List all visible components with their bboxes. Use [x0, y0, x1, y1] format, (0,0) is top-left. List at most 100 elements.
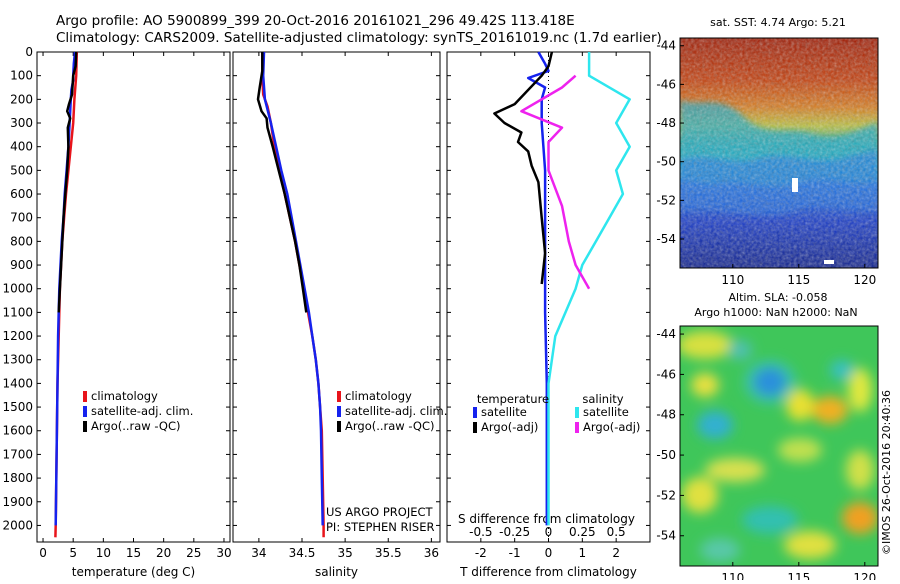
x-tick-label: -1 [509, 546, 521, 560]
legend-swatch [337, 406, 341, 417]
x-tick-label: 1 [579, 546, 587, 560]
legend-entry: Argo(-adj) [481, 420, 538, 434]
sst-map-title: sat. SST: 4.74 Argo: 5.21 [710, 16, 846, 29]
x-tick-label: 110 [721, 273, 744, 287]
legend-entry: Argo(-adj) [583, 420, 640, 434]
legend-swatch [83, 406, 87, 417]
sst-map-axes: 110 115 120 -44 -46 -48 -50 -52 -54 [656, 39, 876, 287]
y-tick-label: 400 [10, 140, 33, 154]
x-tick-label: 34 [251, 546, 266, 560]
legend-entry: climatology [91, 389, 158, 403]
project-credit: US ARGO PROJECT [326, 505, 434, 519]
x-tick-label: 120 [853, 273, 876, 287]
y-tick-label: 1300 [2, 353, 33, 367]
pi-credit: PI: STEPHEN RISER [326, 520, 435, 534]
x-tick-label: 120 [853, 571, 876, 580]
series-line [526, 51, 550, 526]
x2-tick-label: 0.5 [607, 525, 626, 539]
series-line [520, 74, 591, 290]
sst-map-frame [679, 37, 879, 269]
x-tick-label: 10 [96, 546, 111, 560]
legend-entry: Argo(..raw -QC) [91, 419, 181, 433]
y-tick-label: -50 [656, 448, 676, 462]
y-tick-label: 1100 [2, 305, 33, 319]
series-line [547, 52, 631, 526]
x-tick-label: 115 [787, 571, 810, 580]
y-tick-label: -44 [656, 39, 676, 53]
x-tick-label: 36 [424, 546, 439, 560]
series-line [57, 51, 78, 313]
legend-group-label: salinity [582, 392, 623, 406]
y-tick-label: 1700 [2, 447, 33, 461]
y-tick-label: 800 [10, 234, 33, 248]
y-tick-label: 300 [10, 116, 33, 130]
y-tick-label: 600 [10, 187, 33, 201]
y-tick-label: 2000 [2, 518, 33, 532]
x-tick-label: 34.5 [289, 546, 316, 560]
legend-entry: Argo(..raw -QC) [345, 419, 435, 433]
legend-entry: climatology [345, 389, 412, 403]
difference-panel: -2 -1 0 1 2 T difference from climatology -0.5… [446, 51, 651, 579]
legend-swatch [337, 391, 341, 402]
y-tick-label: -48 [656, 408, 676, 422]
y-tick-label: -52 [656, 488, 676, 502]
x-tick-label: 35.5 [375, 546, 402, 560]
series-line [256, 52, 308, 313]
y-tick-label: -46 [656, 367, 676, 381]
y-tick-label: -48 [656, 116, 676, 130]
legend-swatch [473, 422, 477, 433]
title-line-2: Climatology: CARS2009. Satellite-adjuste… [56, 30, 662, 46]
sst-missing-pixel [792, 178, 798, 192]
legend-entry: satellite-adj. clim. [91, 404, 193, 418]
legend-entry: satellite [481, 405, 527, 419]
x-tick-label: 30 [216, 546, 231, 560]
y-tick-label: 1500 [2, 400, 33, 414]
imos-watermark: ©IMOS 26-Oct-2016 20:40:36 [880, 390, 893, 555]
x-axis-label: T difference from climatology [459, 565, 637, 579]
y-tick-label: -54 [656, 232, 676, 246]
sla-map [680, 326, 878, 566]
legend-swatch [337, 421, 341, 432]
y-tick-label: 700 [10, 211, 33, 225]
sla-map-frame [679, 325, 879, 567]
x-tick-label: -2 [475, 546, 487, 560]
y-tick-label: -54 [656, 529, 676, 543]
legend-swatch [575, 422, 579, 433]
sla-map-subtitle: Argo h1000: NaN h2000: NaN [694, 306, 857, 319]
x2-tick-label: -0.25 [499, 525, 530, 539]
y-tick-label: 900 [10, 258, 33, 272]
legend-entry: satellite [583, 405, 629, 419]
y-tick-label: 1000 [2, 282, 33, 296]
series-line [261, 51, 324, 526]
x2-tick-label: 0.25 [569, 525, 596, 539]
x-tick-label: 0 [39, 546, 47, 560]
x-tick-label: 20 [156, 546, 171, 560]
y-tick-label: 100 [10, 69, 33, 83]
sla-map-title: Altim. SLA: -0.058 [728, 291, 827, 304]
y-tick-label: 1200 [2, 329, 33, 343]
legend-entry: satellite-adj. clim. [345, 404, 447, 418]
x-axis-label: temperature (deg C) [72, 565, 195, 579]
x2-tick-label: -0.5 [469, 525, 492, 539]
y-tick-label: 1400 [2, 376, 33, 390]
sst-map [680, 38, 878, 268]
x-tick-label: 15 [126, 546, 141, 560]
legend-swatch [83, 391, 87, 402]
x-tick-label: 0 [545, 546, 553, 560]
series-line [493, 51, 554, 285]
x-tick-label: 35 [337, 546, 352, 560]
y-tick-label: -52 [656, 193, 676, 207]
sst-missing-pixel [824, 260, 834, 264]
title-line-1: Argo profile: AO 5900899_399 20-Oct-2016… [56, 13, 575, 29]
legend-group-label: temperature [477, 392, 549, 406]
y-tick-label: -44 [656, 327, 676, 341]
legend-swatch [575, 407, 579, 418]
legend-swatch [473, 407, 477, 418]
y-tick-label: -46 [656, 77, 676, 91]
x-tick-label: 115 [787, 273, 810, 287]
y-tick-label: 500 [10, 163, 33, 177]
y-tick-label: -50 [656, 155, 676, 169]
plot-frame [36, 51, 231, 543]
temperature-panel: 0100200300400500600700800900100011001200… [2, 45, 231, 579]
sst-texture [680, 38, 878, 268]
